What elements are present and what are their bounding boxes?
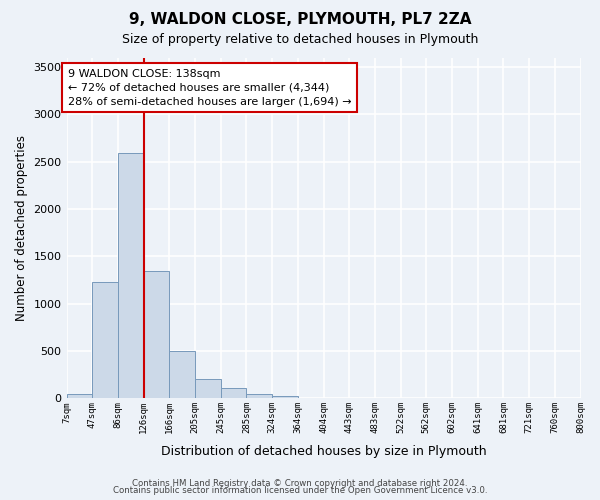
Bar: [169, 352, 195, 399]
Bar: [92, 282, 118, 399]
Text: Size of property relative to detached houses in Plymouth: Size of property relative to detached ho…: [122, 32, 478, 46]
Text: 9 WALDON CLOSE: 138sqm
← 72% of detached houses are smaller (4,344)
28% of semi-: 9 WALDON CLOSE: 138sqm ← 72% of detached…: [68, 69, 352, 107]
X-axis label: Distribution of detached houses by size in Plymouth: Distribution of detached houses by size …: [161, 444, 487, 458]
Bar: [247, 394, 272, 398]
Bar: [118, 153, 143, 398]
Bar: [221, 388, 247, 398]
Text: Contains public sector information licensed under the Open Government Licence v3: Contains public sector information licen…: [113, 486, 487, 495]
Text: Contains HM Land Registry data © Crown copyright and database right 2024.: Contains HM Land Registry data © Crown c…: [132, 478, 468, 488]
Bar: [272, 396, 298, 398]
Bar: [143, 270, 169, 398]
Bar: [67, 394, 92, 398]
Y-axis label: Number of detached properties: Number of detached properties: [15, 135, 28, 321]
Text: 9, WALDON CLOSE, PLYMOUTH, PL7 2ZA: 9, WALDON CLOSE, PLYMOUTH, PL7 2ZA: [129, 12, 471, 28]
Bar: [195, 380, 221, 398]
